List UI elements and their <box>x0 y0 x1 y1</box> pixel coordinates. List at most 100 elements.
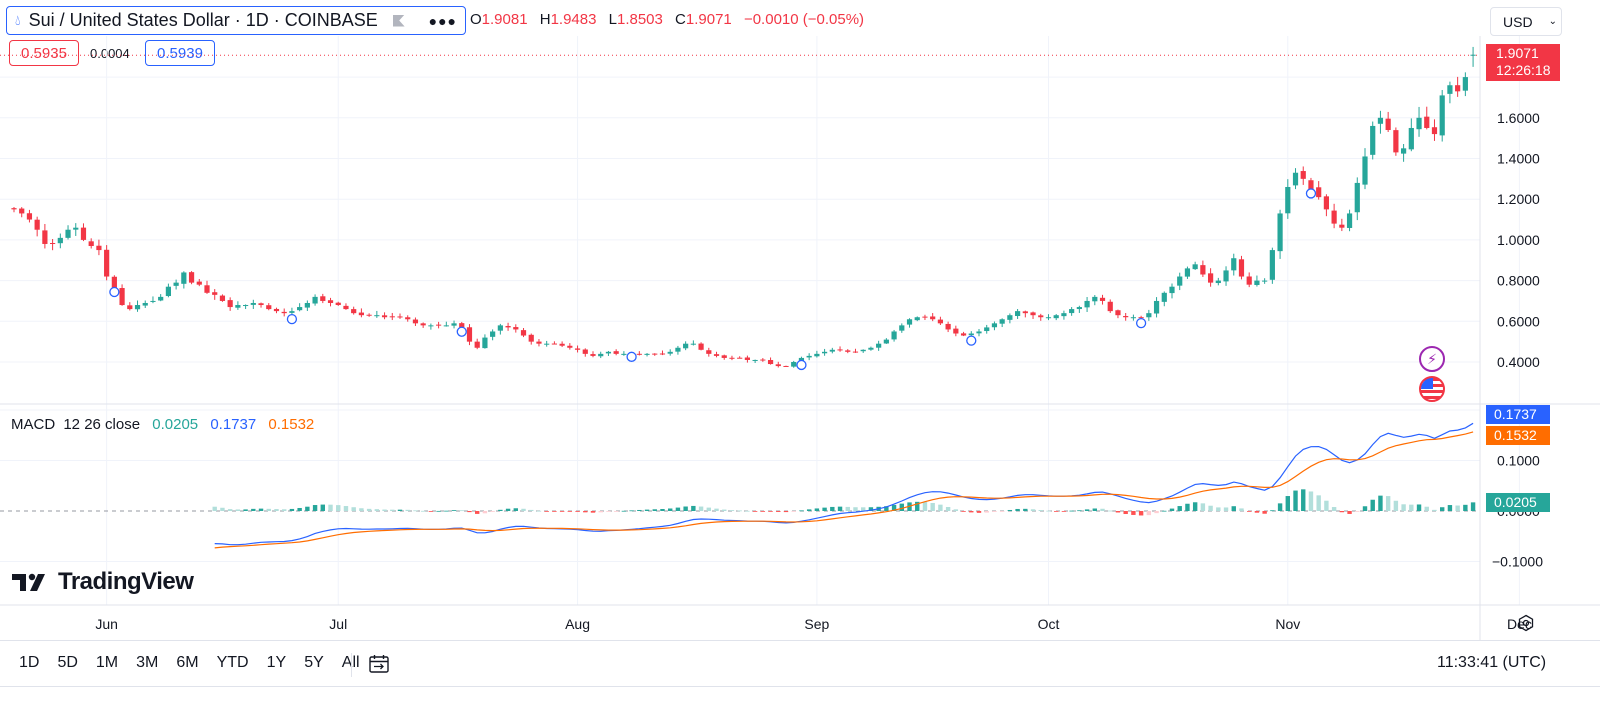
macd-histogram-bar <box>1324 500 1329 511</box>
more-icon[interactable]: ●●● <box>428 12 457 29</box>
macd-histogram-bar <box>305 506 310 511</box>
candle-body <box>219 295 226 301</box>
macd-histogram-bar <box>444 510 449 512</box>
candle-body <box>806 355 812 358</box>
macd-histogram-bar <box>583 511 588 513</box>
macd-histogram-bar <box>853 507 858 511</box>
currency-label: USD <box>1503 13 1533 30</box>
us-flag-icon[interactable] <box>1419 376 1445 402</box>
candle-body <box>644 353 650 355</box>
macd-histogram-bar <box>1270 510 1275 512</box>
macd-histogram-bar <box>274 509 279 511</box>
macd-histogram-bar <box>351 507 356 511</box>
candle-body <box>1092 296 1098 302</box>
macd-histogram-bar <box>513 508 518 511</box>
candle-body <box>860 349 866 352</box>
tradingview-logo[interactable]: TradingView <box>12 568 194 596</box>
macd-histogram-bar <box>1393 500 1399 511</box>
macd-histogram-bar <box>212 506 217 511</box>
macd-histogram-bar <box>992 511 997 512</box>
candle-body <box>1339 224 1345 228</box>
candle-body <box>1138 317 1144 319</box>
candle-body <box>1431 127 1438 135</box>
date-range-icon[interactable] <box>368 653 390 675</box>
candle-body <box>567 345 573 348</box>
macd-histogram-bar <box>1409 504 1414 511</box>
price-chart[interactable]: 0.4000 0.6000 0.8000 1.0000 1.2000 1.4000 1.60… <box>0 0 1600 640</box>
candle-body <box>1377 117 1384 124</box>
candle-body <box>312 296 318 304</box>
candle-body <box>412 319 419 324</box>
candle-body <box>1184 268 1191 277</box>
candle-body <box>1362 156 1368 185</box>
macd-histogram-bar <box>814 508 820 511</box>
candle-body <box>737 357 743 359</box>
timeframe-button-1d[interactable]: 1D <box>19 654 40 671</box>
candle-body <box>968 333 974 336</box>
candle-body <box>1146 313 1152 318</box>
macd-histogram-bar <box>420 510 426 512</box>
macd-histogram-bar <box>529 509 534 511</box>
candle-body <box>922 316 928 318</box>
macd-histogram-bar <box>451 510 457 511</box>
candle-body <box>1192 264 1198 270</box>
candle-body <box>1076 307 1082 310</box>
candle-body <box>698 343 704 350</box>
price-axis-label: 0.8000 <box>1497 273 1540 289</box>
candle-body <box>544 343 550 345</box>
candle-body <box>1354 182 1360 213</box>
macd-histogram-bar <box>1115 511 1121 513</box>
timeframe-button-5d[interactable]: 5D <box>57 654 78 671</box>
candle-body <box>1285 186 1291 214</box>
buy-price-button[interactable]: 0.5939 <box>145 40 215 66</box>
price-axis-label: 0.4000 <box>1497 354 1540 370</box>
event-marker-icon <box>966 335 977 346</box>
macd-histogram-bar <box>930 502 935 511</box>
candle-body <box>88 241 94 247</box>
macd-histogram-bar <box>1069 510 1074 512</box>
price-axis-label: 1.2000 <box>1497 191 1540 207</box>
timeframe-button-ytd[interactable]: YTD <box>216 654 249 671</box>
settings-icon[interactable] <box>1517 614 1535 632</box>
macd-histogram-bar <box>482 511 488 514</box>
candle-body <box>1099 297 1106 301</box>
macd-histogram-bar <box>1277 503 1283 511</box>
candle-body <box>721 355 727 358</box>
timeframe-button-6m[interactable]: 6M <box>176 654 199 671</box>
macd-histogram-bar <box>1200 503 1206 511</box>
macd-histogram-bar <box>644 509 650 511</box>
macd-legend[interactable]: MACD 12 26 close 0.0205 0.1737 0.1532 <box>11 416 314 433</box>
price-axis-label: 0.6000 <box>1497 313 1540 329</box>
sui-drop-icon: 💧︎ <box>15 12 21 28</box>
utc-clock[interactable]: 11:33:41 (UTC) <box>1437 654 1547 671</box>
candle-body <box>829 349 835 352</box>
candle-body <box>165 286 171 297</box>
timeframe-button-all[interactable]: All <box>333 654 369 672</box>
timeframe-button-3m[interactable]: 3M <box>136 654 159 671</box>
timeframe-button-1m[interactable]: 1M <box>95 654 119 671</box>
candle-body <box>320 296 326 301</box>
macd-histogram-bar <box>413 510 418 512</box>
macd-histogram-bar <box>806 509 812 511</box>
macd-histogram-bar <box>1138 511 1144 516</box>
macd-histogram-bar <box>536 510 542 512</box>
currency-select[interactable]: USD ⌄ <box>1490 7 1562 36</box>
symbol-title-box[interactable]: 💧︎ Sui / United States Dollar · 1D · COI… <box>6 6 466 35</box>
sell-price-button[interactable]: 0.5935 <box>9 40 79 66</box>
macd-histogram-bar <box>945 506 951 511</box>
timeframe-button-5y[interactable]: 5Y <box>304 654 324 671</box>
candle-body <box>173 282 179 286</box>
macd-line-tag: 0.1737 <box>1486 405 1550 424</box>
candle-body <box>598 353 604 357</box>
macd-signal-tag: 0.1532 <box>1486 426 1550 445</box>
macd-histogram-bar <box>289 508 295 511</box>
event-marker-icon <box>1305 188 1317 199</box>
candle-body <box>837 349 843 351</box>
macd-histogram-bar <box>737 510 742 512</box>
lightning-icon[interactable]: ⚡︎ <box>1419 346 1445 372</box>
macd-histogram-bar <box>1285 496 1290 511</box>
macd-histogram-bar <box>235 509 241 511</box>
timeframe-button-1y[interactable]: 1Y <box>266 654 287 671</box>
candle-body <box>590 354 596 356</box>
candle-body <box>582 349 588 354</box>
